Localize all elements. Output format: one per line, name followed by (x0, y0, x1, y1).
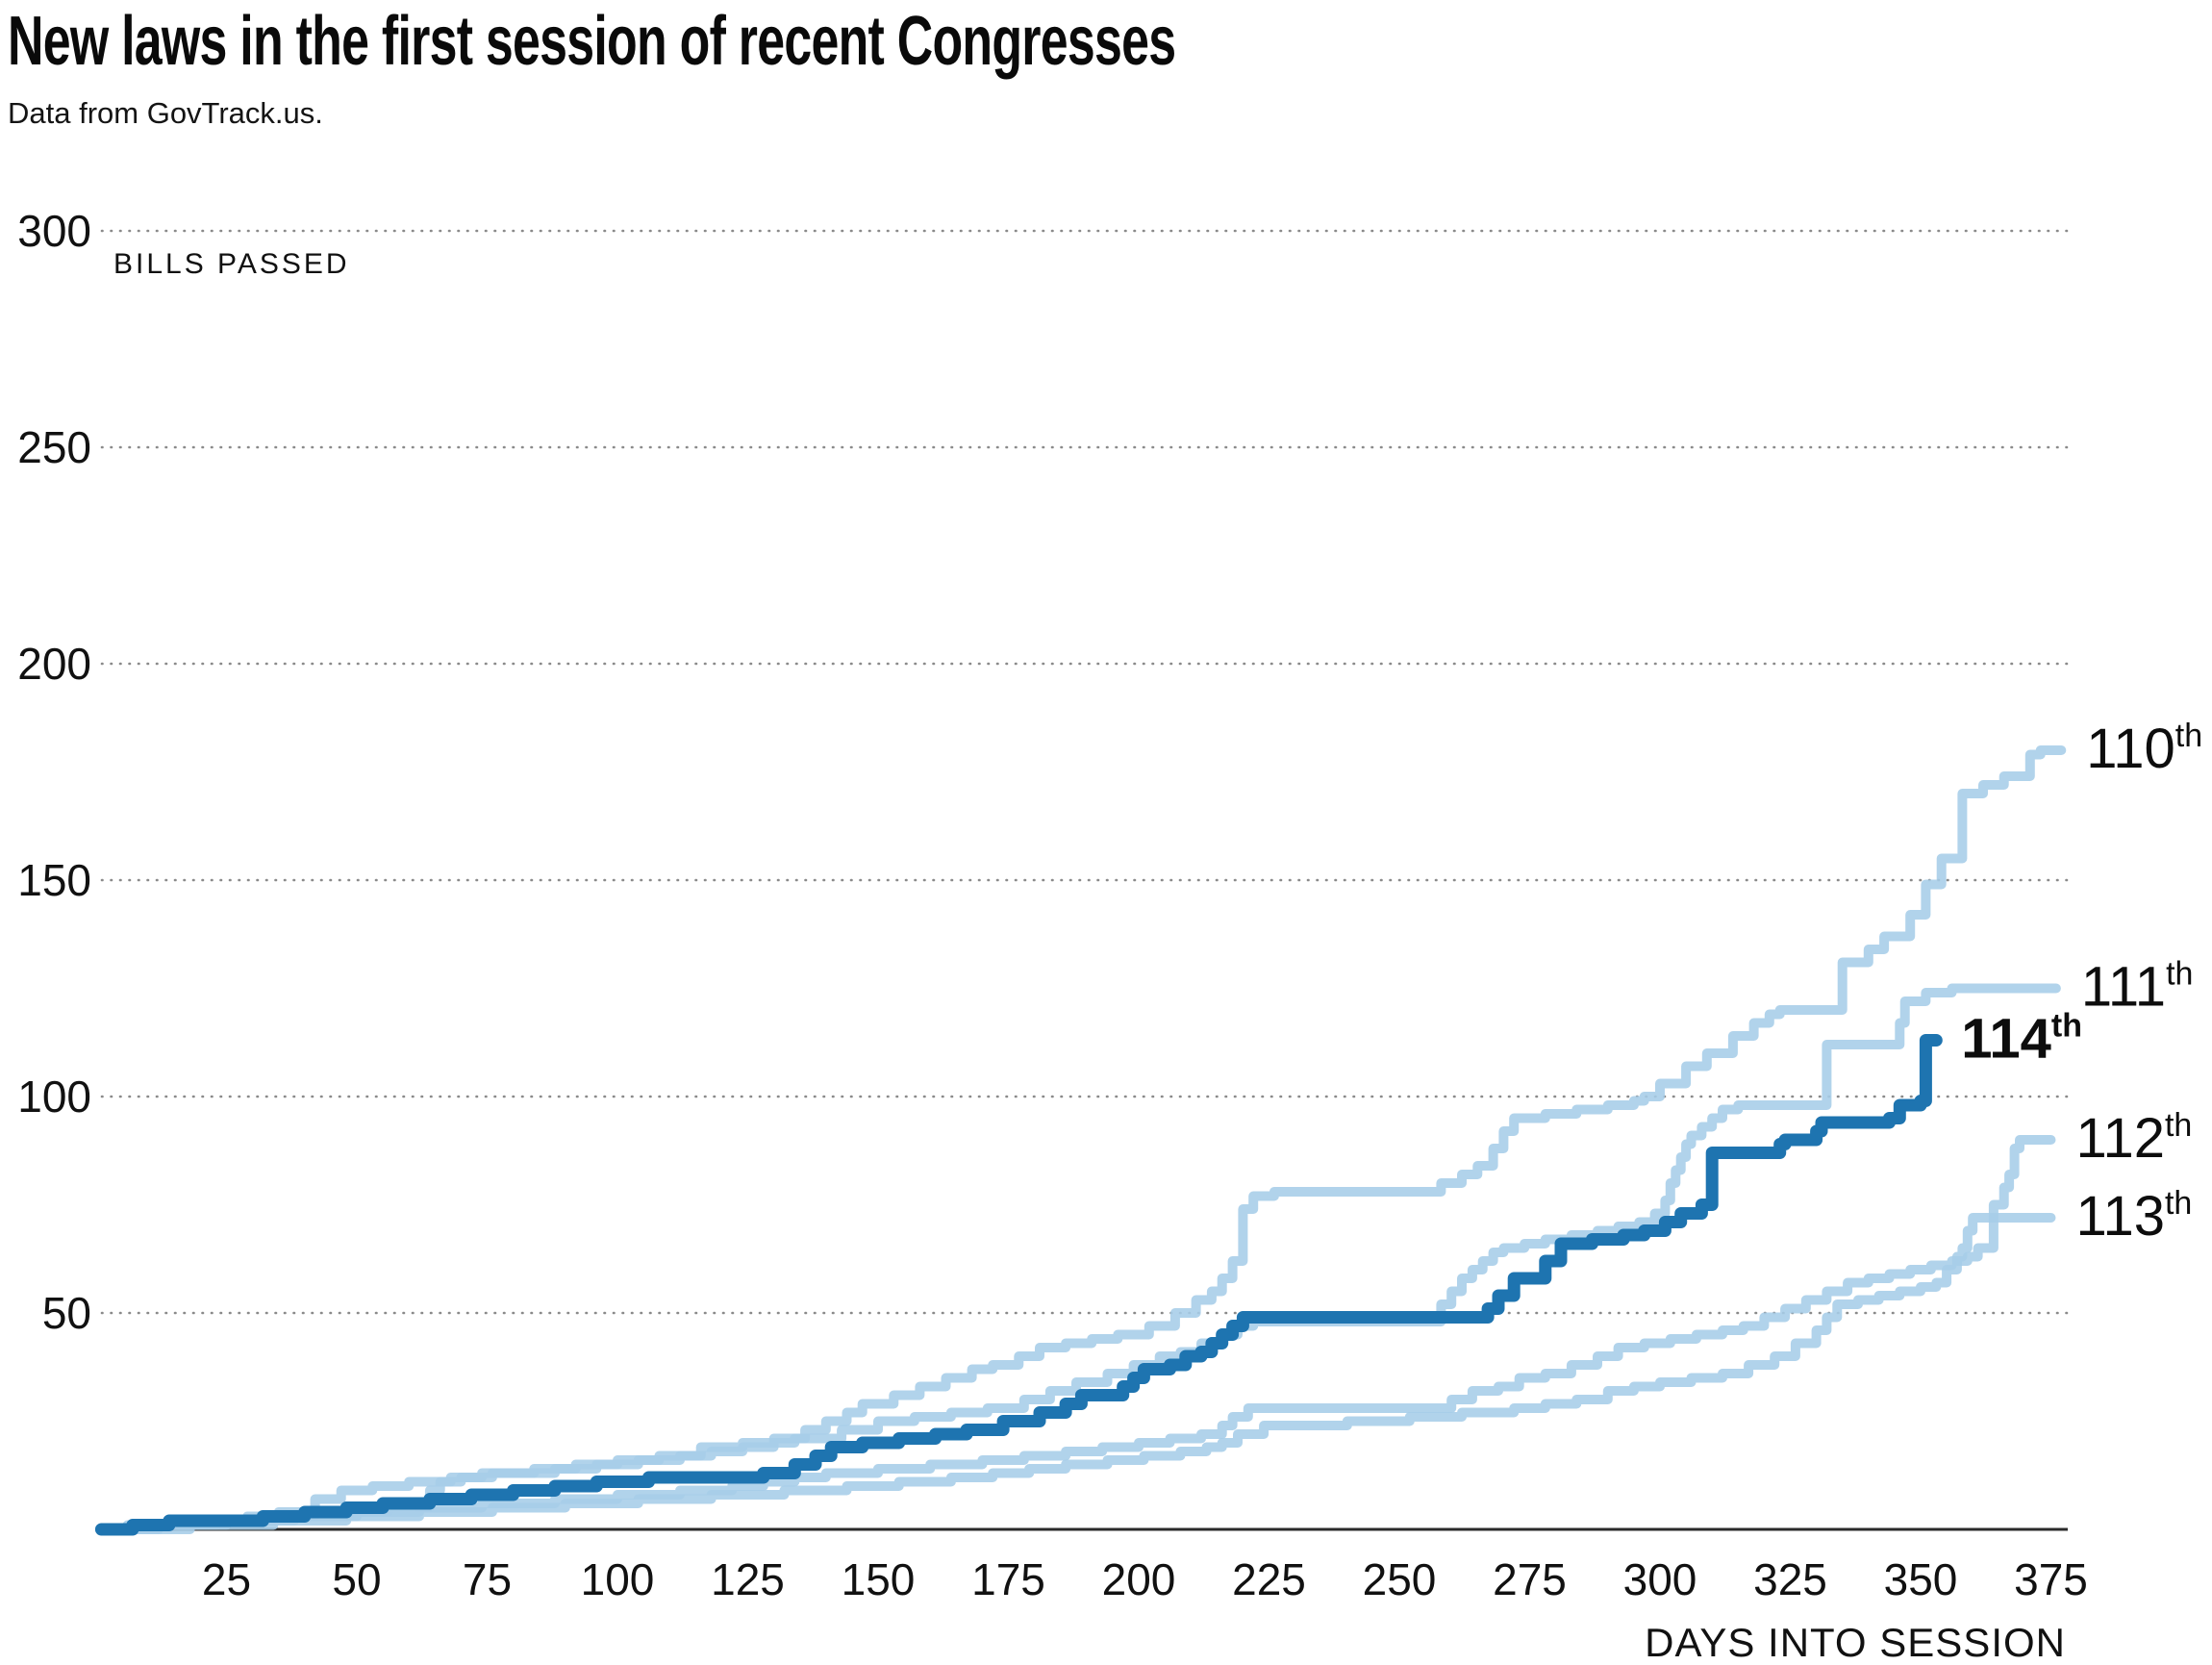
series-label-111th: 111th (2081, 956, 2194, 1019)
y-tick-label-300: 300 (17, 206, 91, 256)
series-line-112th (96, 1135, 2056, 1534)
y-tick-label-100: 100 (17, 1072, 91, 1122)
series-line-114th (94, 1034, 1943, 1536)
series-label-114th: 114th (1961, 1008, 2082, 1071)
x-tick-label-300: 300 (1623, 1554, 1697, 1604)
x-tick-label-50: 50 (332, 1554, 381, 1604)
x-tick-label-325: 325 (1753, 1554, 1827, 1604)
y-axis-unit-label: BILLS PASSED (113, 248, 350, 280)
x-tick-label-200: 200 (1102, 1554, 1176, 1604)
x-axis-label: DAYS INTO SESSION (1645, 1620, 2066, 1665)
series-label-112th: 112th (2076, 1107, 2193, 1170)
series-line-110th (96, 745, 2067, 1534)
x-tick-label-25: 25 (202, 1554, 251, 1604)
chart-title: New laws in the first session of recent … (8, 3, 1176, 80)
x-tick-label-225: 225 (1232, 1554, 1306, 1604)
y-tick-label-50: 50 (42, 1288, 91, 1338)
x-tick-label-75: 75 (463, 1554, 512, 1604)
x-tick-label-100: 100 (581, 1554, 655, 1604)
series-label-110th: 110th (2086, 718, 2202, 780)
x-tick-label-175: 175 (971, 1554, 1045, 1604)
series-line-113th (96, 1213, 2056, 1534)
x-tick-label-125: 125 (711, 1554, 785, 1604)
x-tick-label-275: 275 (1493, 1554, 1567, 1604)
series-label-113th: 113th (2076, 1185, 2193, 1248)
y-tick-label-200: 200 (17, 639, 91, 689)
x-tick-label-350: 350 (1884, 1554, 1958, 1604)
y-tick-label-150: 150 (17, 855, 91, 905)
y-tick-label-250: 250 (17, 422, 91, 472)
x-tick-label-250: 250 (1363, 1554, 1437, 1604)
x-tick-label-375: 375 (2014, 1554, 2088, 1604)
chart-subtitle: Data from GovTrack.us. (8, 96, 323, 130)
x-tick-label-150: 150 (842, 1554, 916, 1604)
